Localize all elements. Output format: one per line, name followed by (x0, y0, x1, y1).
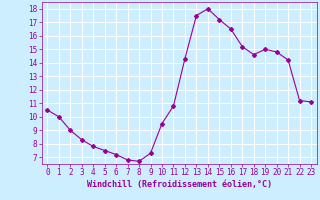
X-axis label: Windchill (Refroidissement éolien,°C): Windchill (Refroidissement éolien,°C) (87, 180, 272, 189)
